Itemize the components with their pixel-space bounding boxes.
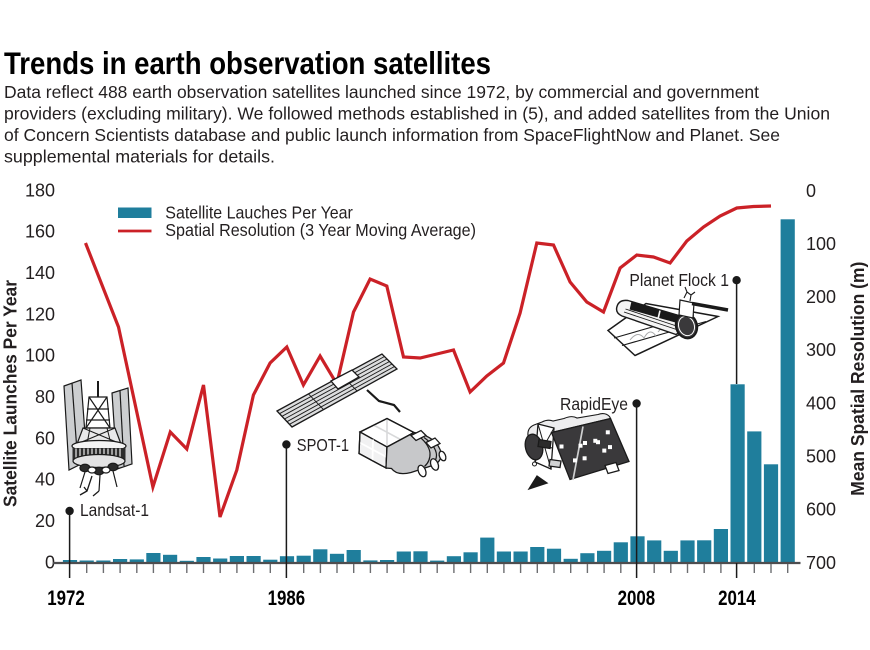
svg-text:600: 600 xyxy=(806,500,836,520)
svg-text:120: 120 xyxy=(25,304,55,324)
svg-text:200: 200 xyxy=(806,287,836,307)
svg-text:100: 100 xyxy=(806,234,836,254)
svg-text:of Concern Scientists database: of Concern Scientists database and publi… xyxy=(4,125,780,145)
svg-text:80: 80 xyxy=(35,387,55,407)
svg-text:Trends in earth observation sa: Trends in earth observation satellites xyxy=(4,45,491,81)
svg-text:40: 40 xyxy=(35,470,55,490)
svg-text:2008: 2008 xyxy=(618,585,656,610)
svg-text:Planet Flock 1: Planet Flock 1 xyxy=(629,270,729,290)
svg-text:0: 0 xyxy=(45,552,55,572)
svg-text:0: 0 xyxy=(806,181,816,201)
svg-text:RapidEye: RapidEye xyxy=(560,394,628,414)
svg-text:supplemental materials for det: supplemental materials for details. xyxy=(4,147,275,167)
svg-text:700: 700 xyxy=(806,553,836,573)
svg-text:400: 400 xyxy=(806,393,836,413)
svg-text:providers (excluding military): providers (excluding military). We follo… xyxy=(4,104,830,124)
svg-text:SPOT-1: SPOT-1 xyxy=(297,435,349,455)
svg-text:Landsat-1: Landsat-1 xyxy=(80,500,149,520)
svg-text:160: 160 xyxy=(25,222,55,242)
svg-text:60: 60 xyxy=(35,428,55,448)
svg-text:500: 500 xyxy=(806,447,836,467)
svg-text:140: 140 xyxy=(25,263,55,283)
svg-text:1986: 1986 xyxy=(268,585,306,610)
svg-text:Spatial Resolution (3 Year Mov: Spatial Resolution (3 Year Moving Averag… xyxy=(165,220,476,240)
svg-text:Satellite Launches Per Year: Satellite Launches Per Year xyxy=(1,280,21,507)
svg-text:1972: 1972 xyxy=(47,585,84,610)
svg-text:2014: 2014 xyxy=(718,585,756,610)
svg-text:180: 180 xyxy=(25,180,55,200)
svg-text:Satellite Lauches Per Year: Satellite Lauches Per Year xyxy=(165,202,353,222)
svg-text:Mean Spatial Resolution (m): Mean Spatial Resolution (m) xyxy=(848,262,868,496)
svg-text:300: 300 xyxy=(806,340,836,360)
svg-text:20: 20 xyxy=(35,511,55,531)
svg-text:100: 100 xyxy=(25,346,55,366)
svg-text:Data reflect 488 earth observa: Data reflect 488 earth observation satel… xyxy=(4,82,759,102)
